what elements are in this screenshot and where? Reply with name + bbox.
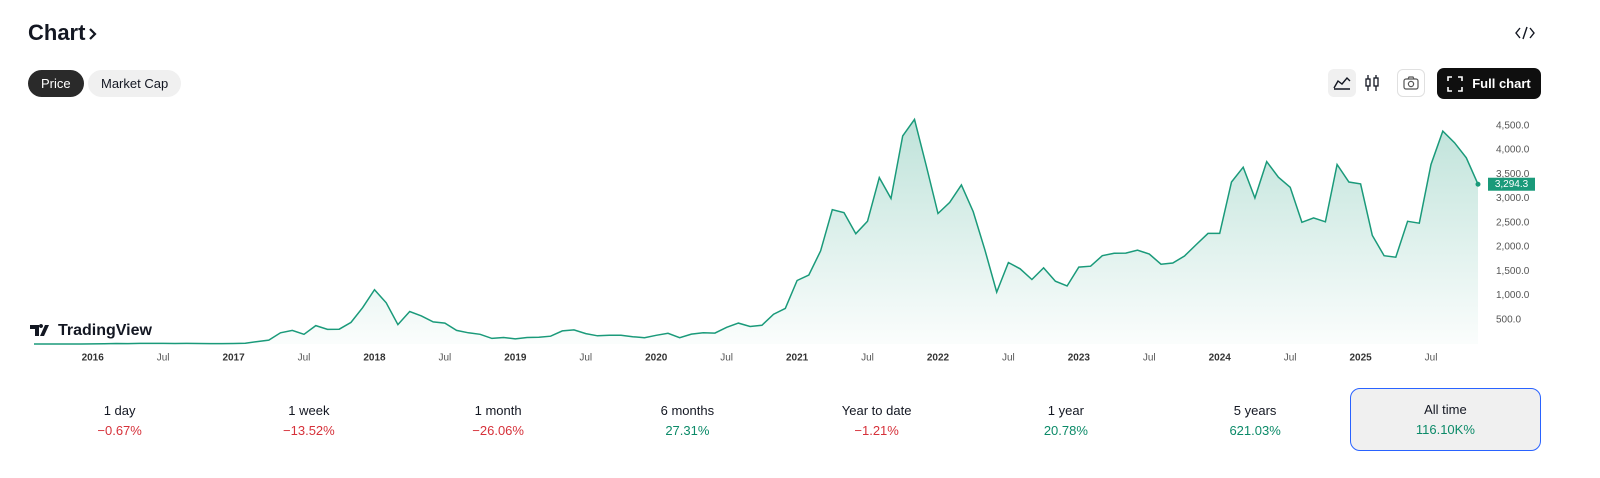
y-tick-label: 4,500.0 xyxy=(1496,120,1530,131)
x-tick-label: 2025 xyxy=(1349,353,1372,364)
period-option[interactable]: 1 week −13.52% xyxy=(214,388,403,451)
x-tick-label: Jul xyxy=(157,353,170,364)
full-chart-label: Full chart xyxy=(1472,76,1531,91)
y-tick-label: 3,000.0 xyxy=(1496,193,1530,204)
title[interactable]: Chart xyxy=(28,20,98,46)
period-option[interactable]: All time 116.10K% xyxy=(1349,388,1541,451)
period-option[interactable]: Year to date −1.21% xyxy=(782,388,971,451)
x-tick-label: 2022 xyxy=(927,353,950,364)
period-option[interactable]: 5 years 621.03% xyxy=(1161,388,1350,451)
embed-icon[interactable] xyxy=(1515,26,1535,40)
x-tick-label: Jul xyxy=(1425,353,1438,364)
camera-icon xyxy=(1403,76,1419,90)
x-tick-label: Jul xyxy=(579,353,592,364)
chevron-icon xyxy=(89,28,98,40)
period-label: 1 year xyxy=(1047,403,1084,418)
x-tick-label: 2019 xyxy=(504,353,527,364)
period-label: Year to date xyxy=(841,403,912,418)
x-tick-label: Jul xyxy=(298,353,311,364)
tab-price[interactable]: Price xyxy=(28,70,84,97)
period-change: −26.06% xyxy=(472,423,524,438)
expand-icon xyxy=(1447,75,1464,92)
period-change: −13.52% xyxy=(283,423,335,438)
period-row: 1 day −0.67% 1 week −13.52% 1 month −26.06% 6 … xyxy=(25,388,1541,451)
period-label: 1 week xyxy=(288,403,330,418)
period-option[interactable]: 6 months 27.31% xyxy=(593,388,782,451)
line-chart-button[interactable] xyxy=(1328,69,1356,97)
period-label: 6 months xyxy=(660,403,715,418)
brand-logo xyxy=(30,324,49,336)
period-label: All time xyxy=(1424,402,1467,417)
period-change: 621.03% xyxy=(1229,423,1281,438)
area-fill xyxy=(34,119,1478,345)
x-tick-label: 2023 xyxy=(1068,353,1091,364)
full-chart-button[interactable]: Full chart xyxy=(1437,68,1541,99)
last-price-tag xyxy=(1488,177,1535,191)
y-tick-label: 2,500.0 xyxy=(1496,217,1530,228)
y-tick-label: 3,500.0 xyxy=(1496,169,1530,180)
candle-chart-button[interactable] xyxy=(1358,69,1386,97)
period-change: 116.10K% xyxy=(1415,422,1475,437)
x-tick-label: Jul xyxy=(861,353,874,364)
period-change: −0.67% xyxy=(97,423,142,438)
period-label: 1 month xyxy=(474,403,522,418)
period-change: −1.21% xyxy=(854,423,899,438)
x-tick-label: 2020 xyxy=(645,353,668,364)
last-point xyxy=(1475,181,1481,187)
period-option[interactable]: 1 year 20.78% xyxy=(971,388,1160,451)
x-tick-label: Jul xyxy=(1143,353,1156,364)
x-tick-label: Jul xyxy=(720,353,733,364)
x-tick-label: 2018 xyxy=(363,353,386,364)
candle-icon xyxy=(1365,75,1379,91)
y-tick-label: 2,000.0 xyxy=(1496,242,1530,253)
chart: TradingView 500.0 1,000.0 1,500.0 2,000.0 2,… xyxy=(30,117,1535,364)
snapshot-button[interactable] xyxy=(1397,69,1425,97)
period-option[interactable]: 1 month −26.06% xyxy=(404,388,593,451)
x-tick-label: 2024 xyxy=(1209,353,1232,364)
tab-market-cap[interactable]: Market Cap xyxy=(88,70,182,97)
y-tick-label: 500.0 xyxy=(1496,314,1521,325)
line-icon xyxy=(1333,76,1351,90)
period-label: 5 years xyxy=(1233,403,1277,418)
y-tick-label: 1,500.0 xyxy=(1496,266,1530,277)
x-tick-label: Jul xyxy=(1284,353,1297,364)
x-tick-label: Jul xyxy=(1002,353,1015,364)
period-change: 27.31% xyxy=(665,423,710,438)
brand-name: TradingView xyxy=(58,322,153,339)
x-tick-label: 2017 xyxy=(222,353,245,364)
y-tick-label: 1,000.0 xyxy=(1496,290,1530,301)
y-tick-label: 4,000.0 xyxy=(1496,145,1530,156)
title-text: Chart xyxy=(28,20,86,45)
price-line xyxy=(34,117,1479,345)
x-tick-label: Jul xyxy=(438,353,451,364)
x-tick-label: 2016 xyxy=(82,353,105,364)
x-tick-label: 2021 xyxy=(786,353,809,364)
period-change: 20.78% xyxy=(1043,423,1088,438)
period-label: 1 day xyxy=(103,403,136,418)
period-option[interactable]: 1 day −0.67% xyxy=(25,388,214,451)
last-price-label: 3,294.3 xyxy=(1495,179,1529,190)
